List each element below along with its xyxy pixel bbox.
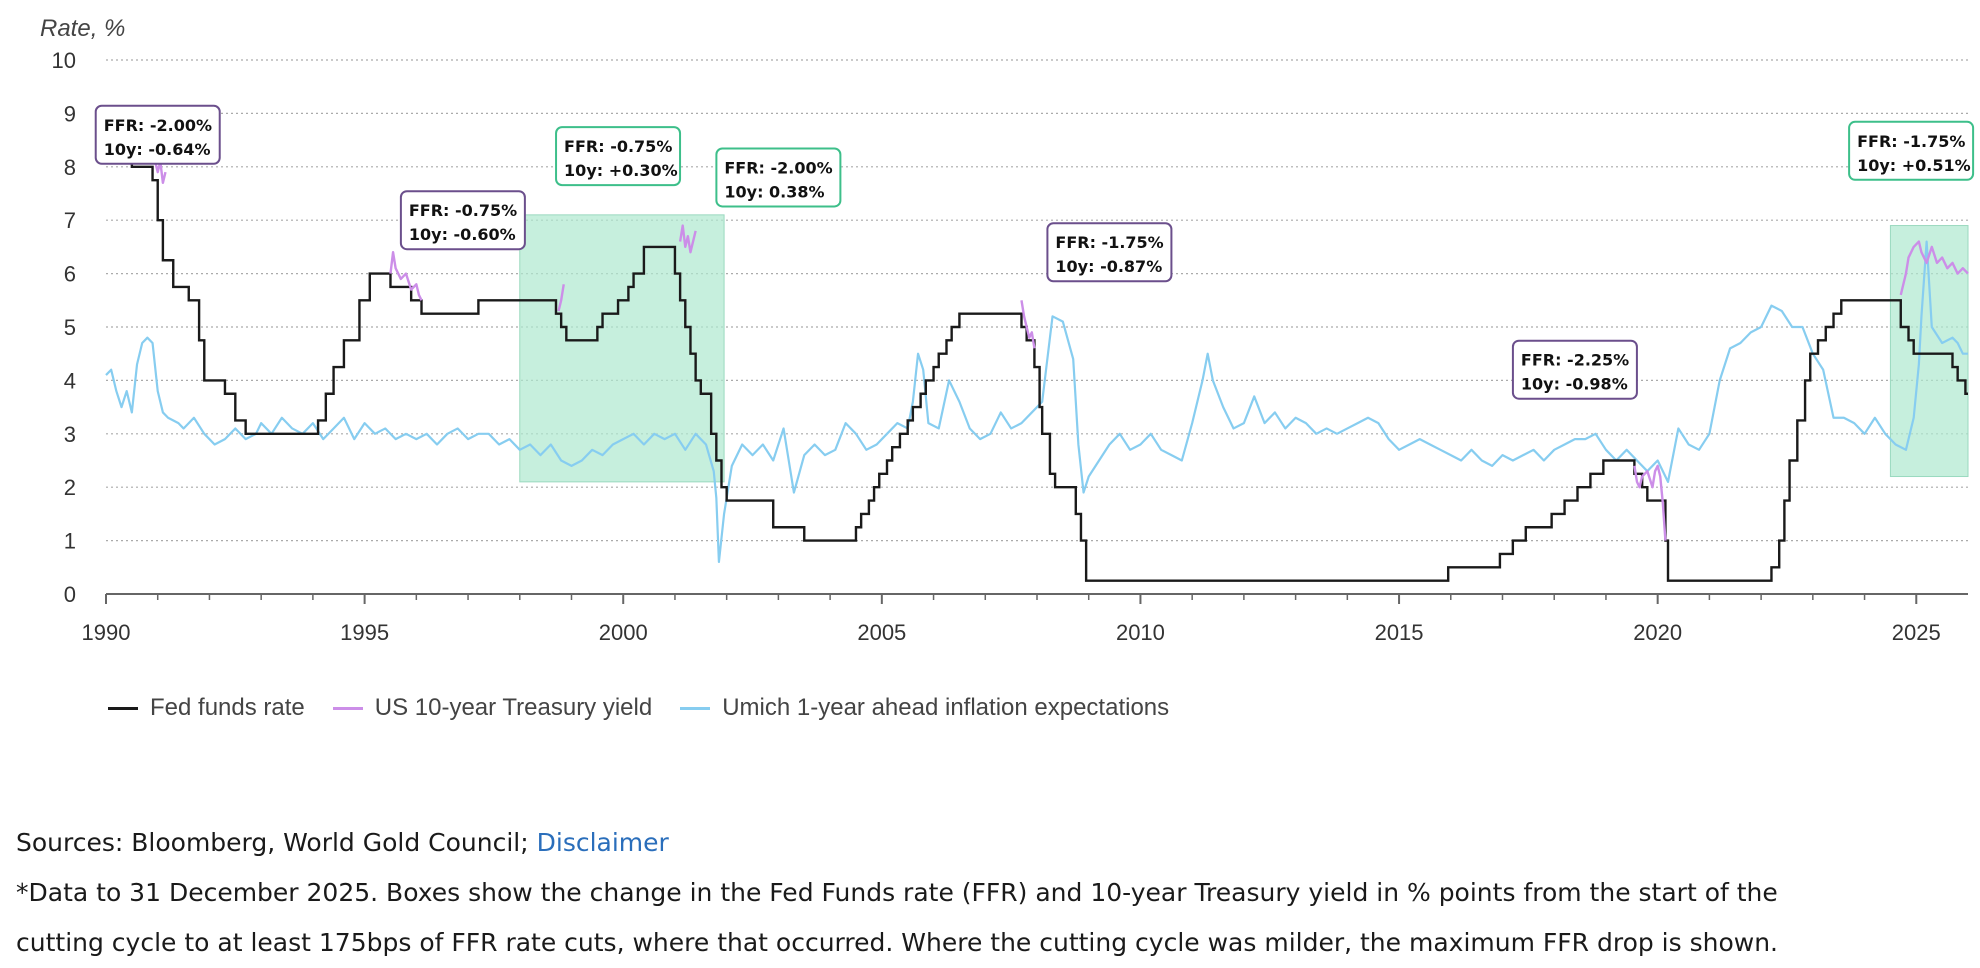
y-tick-label: 6 <box>64 262 76 287</box>
annotation-boxes: FFR: -2.00% 10y: -0.64% FFR: -0.75% 10y: -0… <box>94 104 1975 400</box>
annotation-ffr: FFR: -2.00% <box>104 116 212 135</box>
x-tick-label: 2005 <box>857 620 906 645</box>
x-tick-label: 1990 <box>82 620 131 645</box>
treasury-yield-segment <box>389 251 423 301</box>
series-lines <box>105 122 1969 582</box>
sources-line: Sources: Bloomberg, World Gold Council; … <box>16 818 1966 868</box>
x-tick-label: 2015 <box>1375 620 1424 645</box>
annotation-box: FFR: -2.00% 10y: 0.38% <box>715 147 842 208</box>
umich-inflation-line <box>105 240 1968 564</box>
x-tick-label: 2020 <box>1633 620 1682 645</box>
annotation-ffr: FFR: -1.75% <box>1055 233 1163 252</box>
grid-lines <box>106 59 1968 542</box>
y-tick-label: 8 <box>64 155 76 180</box>
y-axis-title: Rate, % <box>40 15 125 42</box>
legend-item-10y-yield[interactable]: US 10-year Treasury yield <box>332 694 653 722</box>
legend-swatch-umich <box>680 706 711 710</box>
annotation-border <box>1848 120 1975 181</box>
annotation-box: FFR: -0.75% 10y: +0.30% <box>555 126 682 187</box>
cutting-cycle-shade <box>519 214 725 483</box>
legend: Fed funds rate US 10-year Treasury yield… <box>108 694 1169 722</box>
shaded-regions <box>519 214 1969 483</box>
annotation-border <box>555 126 682 187</box>
y-tick-label: 2 <box>64 475 76 500</box>
annotation-10y: 10y: +0.51% <box>1857 156 1971 175</box>
y-tick-label: 0 <box>64 582 76 607</box>
disclaimer-link[interactable]: Disclaimer <box>536 828 669 857</box>
footnote-line-1: *Data to 31 December 2025. Boxes show th… <box>16 878 1778 907</box>
annotation-10y: 10y: -0.98% <box>1521 375 1628 394</box>
y-tick-label: 3 <box>64 422 76 447</box>
legend-swatch-fed-funds <box>108 706 138 710</box>
legend-label-umich: Umich 1-year ahead inflation expectation… <box>722 694 1170 721</box>
annotation-10y: 10y: -0.60% <box>409 225 516 244</box>
annotation-border <box>94 104 221 165</box>
y-tick-label: 7 <box>64 208 76 233</box>
footnote-line-2: cutting cycle to at least 175bps of FFR … <box>16 928 1778 957</box>
annotation-box: FFR: -1.75% 10y: +0.51% <box>1848 120 1975 181</box>
annotation-10y: 10y: 0.38% <box>724 182 824 201</box>
treasury-yield-segment <box>557 284 565 312</box>
x-tick-label: 2000 <box>599 620 648 645</box>
annotation-box: FFR: -0.75% 10y: -0.60% <box>399 190 526 251</box>
annotation-ffr: FFR: -2.00% <box>724 158 832 177</box>
annotation-border <box>1511 339 1638 400</box>
annotation-box: FFR: -2.25% 10y: -0.98% <box>1511 339 1638 400</box>
y-tick-label: 10 <box>52 48 76 73</box>
annotation-10y: 10y: -0.87% <box>1055 257 1162 276</box>
x-tick-label: 2025 <box>1892 620 1941 645</box>
x-tick-label: 1995 <box>340 620 389 645</box>
treasury-yield-segment <box>1633 464 1667 541</box>
annotation-border <box>715 147 842 208</box>
annotation-border <box>1046 222 1173 283</box>
x-axis: 1990 1995 2000 2005 2010 2015 2020 2025 <box>82 593 1968 645</box>
treasury-yield-segment <box>678 224 697 254</box>
y-tick-label: 4 <box>64 368 76 393</box>
y-tick-label: 5 <box>64 315 76 340</box>
chart-footer: Sources: Bloomberg, World Gold Council; … <box>16 818 1966 968</box>
fed-funds-line <box>106 152 1968 582</box>
rate-chart: Rate, % 0 1 2 3 4 5 6 7 8 9 10 1990 1995 2000 2005 201… <box>40 15 1975 645</box>
y-axis-ticks: 0 1 2 3 4 5 6 7 8 9 10 <box>52 48 76 607</box>
cutting-cycle-shade <box>1889 225 1969 478</box>
legend-label-10y-yield: US 10-year Treasury yield <box>374 694 653 721</box>
annotation-ffr: FFR: -1.75% <box>1857 132 1965 151</box>
y-tick-label: 9 <box>64 101 76 126</box>
legend-item-fed-funds[interactable]: Fed funds rate <box>108 694 305 722</box>
legend-swatch-10y-yield <box>332 706 363 710</box>
annotation-ffr: FFR: -2.25% <box>1521 351 1629 370</box>
legend-label-fed-funds: Fed funds rate <box>150 694 305 721</box>
legend-item-umich[interactable]: Umich 1-year ahead inflation expectation… <box>680 694 1169 722</box>
annotation-ffr: FFR: -0.75% <box>409 201 517 220</box>
annotation-10y: 10y: -0.64% <box>104 140 211 159</box>
treasury-yield-segment <box>1020 300 1036 349</box>
x-tick-label: 2010 <box>1116 620 1165 645</box>
annotation-10y: 10y: +0.30% <box>564 161 678 180</box>
annotation-ffr: FFR: -0.75% <box>564 137 672 156</box>
annotation-border <box>399 190 526 251</box>
sources-text: Sources: Bloomberg, World Gold Council; <box>16 828 537 857</box>
y-tick-label: 1 <box>64 529 76 554</box>
treasury-yield-segment <box>1899 240 1969 296</box>
annotation-box: FFR: -1.75% 10y: -0.87% <box>1046 222 1173 283</box>
annotation-box: FFR: -2.00% 10y: -0.64% <box>94 104 221 165</box>
